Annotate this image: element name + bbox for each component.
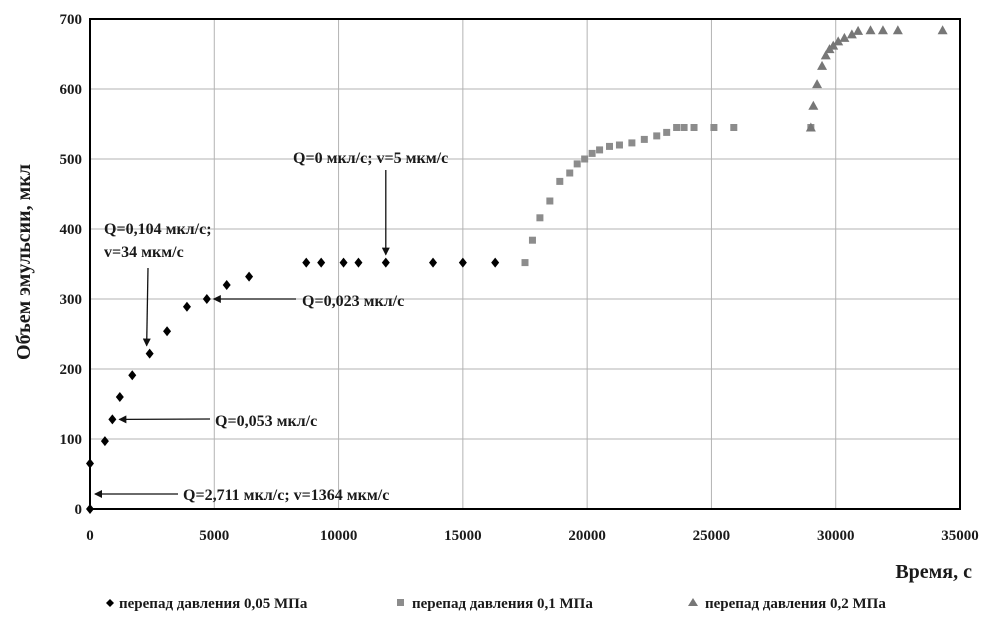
x-tick-label: 25000 (693, 528, 731, 544)
legend-item-2: перепад давления 0,2 МПа (688, 596, 886, 612)
annotation-arrow (147, 268, 148, 346)
x-tick-label: 20000 (568, 528, 606, 544)
legend-marker-triangle (688, 598, 698, 606)
legend-marker-diamond (106, 599, 114, 607)
data-point-series-1 (581, 156, 588, 163)
data-point-series-0 (223, 280, 231, 290)
annotations: Q=0 мкл/с; v=5 мкм/с Q=0,104 мкл/с; v=34 м… (95, 150, 448, 504)
annotation-v34: v=34 мкм/с (104, 244, 184, 261)
y-tick-label: 300 (60, 292, 83, 308)
x-tick-label: 0 (86, 528, 94, 544)
annotation-q0104: Q=0,104 мкл/с; (104, 221, 212, 238)
data-point-series-1 (653, 132, 660, 139)
x-tick-label: 35000 (941, 528, 979, 544)
data-point-series-0 (183, 302, 191, 312)
data-point-series-0 (86, 504, 94, 514)
data-point-series-0 (163, 326, 171, 336)
legend-label-0: перепад давления 0,05 МПа (119, 596, 308, 612)
data-point-series-1 (628, 139, 635, 146)
data-point-series-2 (938, 25, 948, 34)
data-point-series-1 (663, 129, 670, 136)
data-point-series-0 (354, 258, 362, 268)
data-point-series-1 (522, 259, 529, 266)
legend: перепад давления 0,05 МПа перепад давлен… (106, 596, 886, 612)
data-point-series-1 (556, 178, 563, 185)
data-point-series-0 (429, 258, 437, 268)
legend-label-1: перепад давления 0,1 МПа (412, 596, 593, 612)
axis-ticks: 0 5000 10000 15000 20000 25000 30000 35000 0 100 2… (60, 12, 979, 544)
data-point-series-1 (710, 124, 717, 131)
data-point-series-0 (101, 436, 109, 446)
data-point-series-1 (730, 124, 737, 131)
data-points (86, 25, 948, 514)
data-point-series-1 (641, 136, 648, 143)
data-point-series-0 (108, 414, 116, 424)
data-point-series-1 (606, 143, 613, 150)
data-point-series-1 (616, 142, 623, 149)
y-tick-label: 200 (60, 362, 83, 378)
data-point-series-2 (866, 25, 876, 34)
x-tick-label: 5000 (199, 528, 229, 544)
data-point-series-1 (566, 170, 573, 177)
x-tick-label: 15000 (444, 528, 482, 544)
y-tick-label: 600 (60, 82, 83, 98)
data-point-series-1 (673, 124, 680, 131)
x-tick-label: 10000 (320, 528, 358, 544)
data-point-series-0 (302, 258, 310, 268)
data-point-series-0 (203, 294, 211, 304)
data-point-series-1 (589, 150, 596, 157)
data-point-series-2 (808, 101, 818, 110)
x-axis-title: Время, с (895, 561, 972, 583)
x-tick-label: 30000 (817, 528, 855, 544)
data-point-series-0 (146, 349, 154, 359)
y-tick-label: 100 (60, 432, 83, 448)
data-point-series-0 (340, 258, 348, 268)
data-point-series-0 (491, 258, 499, 268)
data-point-series-0 (86, 459, 94, 469)
data-point-series-1 (529, 237, 536, 244)
legend-label-2: перепад давления 0,2 МПа (705, 596, 886, 612)
legend-item-1: перепад давления 0,1 МПа (397, 596, 593, 612)
y-tick-label: 400 (60, 222, 83, 238)
data-point-series-2 (817, 61, 827, 70)
y-tick-label: 700 (60, 12, 83, 28)
data-point-series-2 (812, 79, 822, 88)
annotation-q0053: Q=0,053 мкл/с (215, 413, 317, 430)
data-point-series-0 (459, 258, 467, 268)
data-point-series-0 (382, 258, 390, 268)
data-point-series-1 (536, 214, 543, 221)
data-point-series-1 (691, 124, 698, 131)
annotation-q2711: Q=2,711 мкл/с; v=1364 мкм/с (183, 487, 389, 504)
data-point-series-2 (893, 25, 903, 34)
y-tick-label: 0 (75, 502, 83, 518)
data-point-series-0 (128, 370, 136, 380)
data-point-series-2 (878, 25, 888, 34)
annotation-q0: Q=0 мкл/с; v=5 мкм/с (293, 150, 448, 167)
data-point-series-0 (245, 272, 253, 282)
data-point-series-1 (596, 146, 603, 153)
data-point-series-0 (317, 258, 325, 268)
data-point-series-2 (853, 26, 863, 35)
data-point-series-1 (546, 198, 553, 205)
y-axis-title: Объем эмульсии, мкл (13, 164, 35, 360)
data-point-series-1 (681, 124, 688, 131)
legend-marker-square (397, 599, 404, 606)
y-tick-label: 500 (60, 152, 83, 168)
data-point-series-1 (574, 160, 581, 167)
annotation-q0023: Q=0,023 мкл/с (302, 293, 404, 310)
data-point-series-0 (116, 392, 124, 402)
legend-item-0: перепад давления 0,05 МПа (106, 596, 308, 612)
